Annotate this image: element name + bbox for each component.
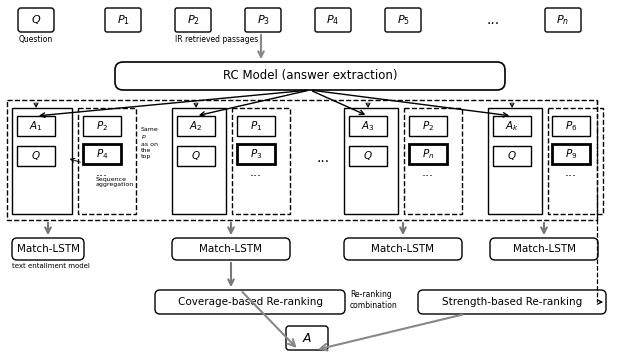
Text: $P_3$: $P_3$: [257, 13, 269, 27]
Bar: [349, 116, 387, 136]
Text: Match-LSTM: Match-LSTM: [17, 244, 79, 254]
FancyBboxPatch shape: [385, 8, 421, 32]
Bar: [404, 108, 462, 214]
FancyBboxPatch shape: [245, 8, 281, 32]
Text: Match-LSTM: Match-LSTM: [371, 244, 435, 254]
Text: $P_n$: $P_n$: [556, 13, 570, 27]
Bar: [552, 116, 590, 136]
Bar: [177, 146, 215, 166]
Bar: [172, 108, 226, 214]
Bar: [237, 144, 275, 164]
Text: $A_1$: $A_1$: [29, 119, 43, 133]
Text: ...: ...: [422, 166, 434, 179]
Bar: [17, 116, 55, 136]
Text: ...: ...: [486, 13, 500, 27]
Text: Sequence
aggregation: Sequence aggregation: [96, 177, 134, 187]
Text: $A_k$: $A_k$: [505, 119, 519, 133]
Bar: [552, 144, 590, 164]
Text: $Q$: $Q$: [363, 150, 373, 163]
Text: $P_4$: $P_4$: [326, 13, 340, 27]
Text: $P_9$: $P_9$: [565, 147, 577, 161]
FancyBboxPatch shape: [18, 8, 54, 32]
Bar: [349, 146, 387, 166]
Text: ...: ...: [316, 151, 330, 165]
Text: Question: Question: [19, 35, 53, 44]
Text: $Q$: $Q$: [31, 13, 41, 26]
FancyBboxPatch shape: [315, 8, 351, 32]
Text: Coverage-based Re-ranking: Coverage-based Re-ranking: [177, 297, 323, 307]
Bar: [83, 116, 121, 136]
Text: $P_3$: $P_3$: [250, 147, 262, 161]
Text: $P_2$: $P_2$: [187, 13, 200, 27]
Text: $P_2$: $P_2$: [422, 119, 434, 133]
Bar: [488, 108, 542, 214]
FancyBboxPatch shape: [12, 238, 84, 260]
Text: $Q$: $Q$: [507, 150, 517, 163]
Text: Re-ranking
combination: Re-ranking combination: [350, 290, 397, 310]
Text: Match-LSTM: Match-LSTM: [513, 244, 575, 254]
Text: $P_1$: $P_1$: [116, 13, 129, 27]
Text: $Q$: $Q$: [31, 150, 41, 163]
FancyBboxPatch shape: [286, 326, 328, 350]
FancyBboxPatch shape: [418, 290, 606, 314]
Text: IR retrieved passages: IR retrieved passages: [175, 35, 259, 44]
Text: $A_3$: $A_3$: [361, 119, 375, 133]
Bar: [409, 144, 447, 164]
Bar: [232, 108, 290, 214]
FancyBboxPatch shape: [175, 8, 211, 32]
Bar: [493, 116, 531, 136]
Bar: [409, 116, 447, 136]
FancyBboxPatch shape: [115, 62, 505, 90]
Bar: [83, 144, 121, 164]
Text: $P_2$: $P_2$: [96, 119, 108, 133]
Bar: [17, 146, 55, 166]
FancyBboxPatch shape: [155, 290, 345, 314]
Bar: [237, 116, 275, 136]
Text: A: A: [303, 331, 311, 344]
FancyBboxPatch shape: [172, 238, 290, 260]
Text: $P_1$: $P_1$: [250, 119, 262, 133]
Bar: [78, 108, 136, 214]
FancyBboxPatch shape: [105, 8, 141, 32]
Text: ...: ...: [250, 166, 262, 179]
Text: Strength-based Re-ranking: Strength-based Re-ranking: [442, 297, 582, 307]
Text: ...: ...: [565, 166, 577, 179]
Text: $P_6$: $P_6$: [565, 119, 577, 133]
Text: ...: ...: [96, 166, 108, 179]
FancyBboxPatch shape: [490, 238, 598, 260]
FancyBboxPatch shape: [344, 238, 462, 260]
Bar: [177, 116, 215, 136]
Bar: [493, 146, 531, 166]
Text: $Q$: $Q$: [191, 150, 201, 163]
Text: Same
$p$
as on
the
top: Same $p$ as on the top: [141, 127, 159, 159]
Bar: [548, 108, 603, 214]
Text: RC Model (answer extraction): RC Model (answer extraction): [223, 69, 397, 82]
Bar: [12, 108, 72, 214]
Text: $A_2$: $A_2$: [189, 119, 203, 133]
Bar: [344, 108, 398, 214]
Text: text entailment model: text entailment model: [12, 263, 90, 269]
Text: $P_4$: $P_4$: [96, 147, 108, 161]
Text: $P_5$: $P_5$: [397, 13, 410, 27]
Text: $P_n$: $P_n$: [422, 147, 434, 161]
Text: Match-LSTM: Match-LSTM: [200, 244, 262, 254]
Bar: [7, 100, 597, 220]
FancyBboxPatch shape: [545, 8, 581, 32]
